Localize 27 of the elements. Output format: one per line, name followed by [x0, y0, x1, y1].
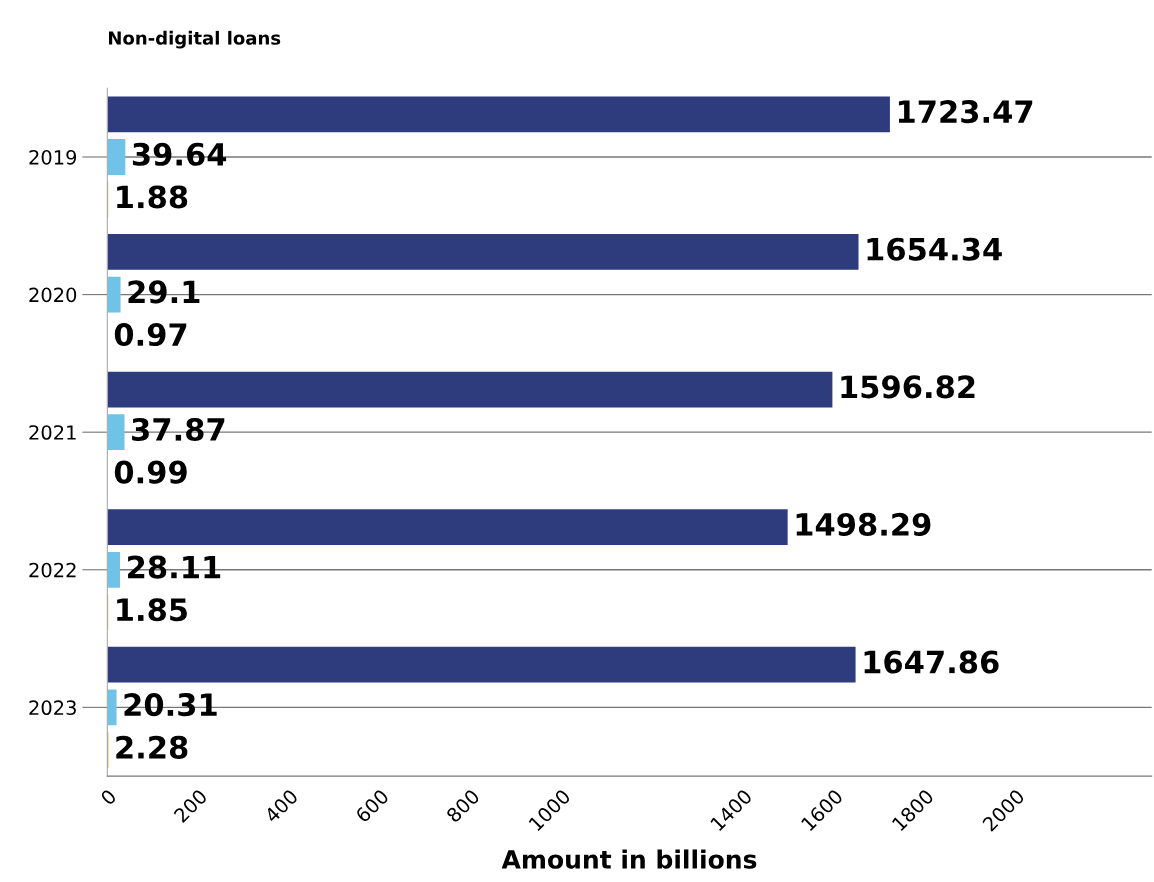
x-tick-label: 400 — [263, 788, 299, 824]
data-label: 0.99 — [114, 460, 187, 484]
chart-title: Non-digital loans — [108, 30, 281, 49]
data-label: 1654.34 — [867, 237, 1002, 261]
data-label: 0.97 — [114, 323, 187, 347]
x-tick-label: 0 — [99, 788, 118, 806]
data-label: 37.87 — [132, 417, 225, 442]
data-label: 1498.29 — [796, 512, 931, 536]
y-tick-label: 2021 — [29, 425, 76, 440]
data-label: 28.11 — [128, 555, 221, 579]
data-label: 20.31 — [124, 693, 217, 717]
data-label: 1647.86 — [864, 650, 999, 674]
y-tick-label: 2022 — [29, 562, 76, 578]
data-label: 2.28 — [116, 735, 188, 759]
data-label: 29.1 — [128, 280, 200, 304]
y-tick-label: 2019 — [29, 149, 77, 165]
x-axis-title: Amount in billions — [501, 849, 757, 869]
data-label: 1.85 — [117, 598, 187, 622]
data-label: 39.64 — [132, 142, 227, 166]
x-tick-label: 600 — [354, 788, 390, 824]
y-tick-label: 2023 — [29, 700, 76, 716]
data-label: 1723.47 — [898, 100, 1033, 124]
data-label: 1596.82 — [841, 375, 975, 399]
data-label: 1.88 — [117, 185, 188, 209]
x-tick-label: 200 — [173, 788, 208, 824]
x-tick-label: 800 — [445, 788, 481, 824]
y-tick-label: 2020 — [29, 287, 77, 303]
